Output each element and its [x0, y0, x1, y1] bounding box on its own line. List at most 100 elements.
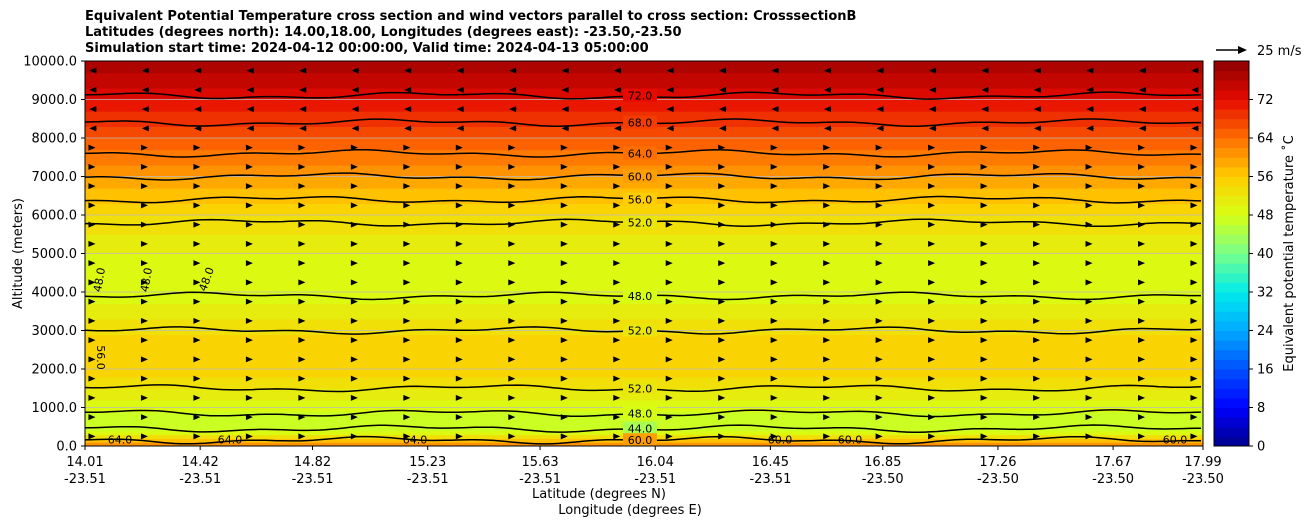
wind-vector	[823, 394, 831, 401]
colorbar-segment	[1214, 99, 1249, 110]
wind-vector	[89, 67, 97, 74]
wind-vector	[245, 279, 253, 286]
colorbar-segment	[1214, 436, 1249, 447]
x-tick-label-longitude: -23.51	[634, 472, 676, 487]
wind-vector	[928, 356, 936, 363]
wind-vector	[508, 163, 516, 170]
wind-vector	[351, 67, 359, 74]
wind-vector	[1033, 394, 1041, 401]
wind-vector	[1138, 414, 1146, 421]
wind-vector	[928, 221, 936, 228]
wind-vector	[1085, 279, 1093, 286]
wind-vector	[350, 144, 358, 151]
wind-vector	[980, 337, 988, 344]
wind-vector	[298, 433, 306, 440]
wind-vector	[350, 260, 358, 267]
wind-vector	[875, 414, 883, 421]
wind-vector	[718, 298, 726, 305]
wind-vector	[298, 337, 306, 344]
theta-e-band	[85, 141, 1203, 147]
wind-vector	[981, 86, 989, 93]
wind-vector	[1190, 221, 1198, 228]
wind-vector	[140, 337, 148, 344]
wind-vector	[508, 183, 516, 190]
colorbar-segment	[1214, 340, 1249, 351]
theta-e-band	[85, 230, 1203, 235]
wind-vector	[140, 183, 148, 190]
colorbar-segment	[1214, 147, 1249, 158]
colorbar-segment	[1214, 253, 1249, 264]
wind-vector	[770, 375, 778, 382]
wind-vector	[613, 163, 621, 170]
theta-e-band	[85, 107, 1203, 112]
y-axis-label: Altitude (meters)	[11, 198, 26, 309]
wind-vector	[928, 240, 936, 247]
colorbar-segment	[1214, 349, 1249, 360]
wind-vector	[613, 433, 621, 440]
theta-e-band	[85, 315, 1203, 320]
wind-vector	[141, 86, 149, 93]
wind-vector	[455, 414, 463, 421]
wind-vector	[88, 337, 96, 344]
wind-vector	[1033, 433, 1041, 440]
wind-vectors	[88, 67, 1199, 440]
wind-vector	[193, 356, 201, 363]
wind-vector	[455, 163, 463, 170]
wind-vector	[246, 86, 254, 93]
wind-vector	[823, 298, 831, 305]
wind-vector	[140, 317, 148, 324]
theta-e-band	[85, 353, 1203, 359]
wind-vector	[718, 260, 726, 267]
wind-vector	[560, 202, 568, 209]
wind-vector	[823, 337, 831, 344]
wind-vector	[1190, 240, 1198, 247]
wind-vector	[875, 260, 883, 267]
wind-vector	[928, 86, 936, 93]
wind-vector	[140, 414, 148, 421]
wind-vector	[666, 106, 674, 113]
contour-label-bg	[623, 381, 657, 395]
x-tick-label-latitude: 14.01	[66, 455, 103, 470]
wind-vector	[665, 375, 673, 382]
wind-vector	[823, 106, 831, 113]
theta-e-band	[85, 334, 1203, 339]
wind-vector	[561, 106, 569, 113]
wind-vector	[665, 144, 673, 151]
wind-vector	[508, 375, 516, 382]
wind-vector	[298, 414, 306, 421]
theta-e-band	[85, 280, 1203, 285]
wind-vector	[718, 394, 726, 401]
contour-label: 56.0	[628, 194, 653, 207]
wind-vector	[770, 279, 778, 286]
wind-vector	[718, 202, 726, 209]
wind-vector	[665, 433, 673, 440]
wind-vector	[665, 183, 673, 190]
theta-e-band	[85, 72, 1203, 77]
wind-vector	[1190, 414, 1198, 421]
wind-vector	[718, 183, 726, 190]
contour-label-surface: 64.0	[108, 434, 133, 447]
wind-vector	[455, 221, 463, 228]
wind-vector	[245, 183, 253, 190]
wind-vector	[614, 67, 622, 74]
wind-vector	[1190, 394, 1198, 401]
x-tick-label-latitude: 15.23	[409, 455, 446, 470]
wind-vector	[299, 106, 307, 113]
wind-vector	[666, 67, 674, 74]
wind-vector	[1033, 221, 1041, 228]
theta-e-band	[85, 188, 1203, 193]
wind-vector	[508, 298, 516, 305]
wind-vector	[298, 183, 306, 190]
x-tick-label-longitude: -23.50	[1182, 472, 1224, 487]
wind-vector	[665, 240, 673, 247]
x-tick-label-longitude: -23.50	[977, 472, 1019, 487]
wind-vector	[718, 356, 726, 363]
contour-label: 52.0	[628, 217, 653, 230]
wind-vector	[88, 317, 96, 324]
wind-vector	[613, 337, 621, 344]
wind-vector	[298, 260, 306, 267]
wind-vector	[350, 337, 358, 344]
wind-vector	[1086, 106, 1094, 113]
chart-title-line-1: Equivalent Potential Temperature cross s…	[85, 9, 857, 24]
wind-vector	[613, 298, 621, 305]
